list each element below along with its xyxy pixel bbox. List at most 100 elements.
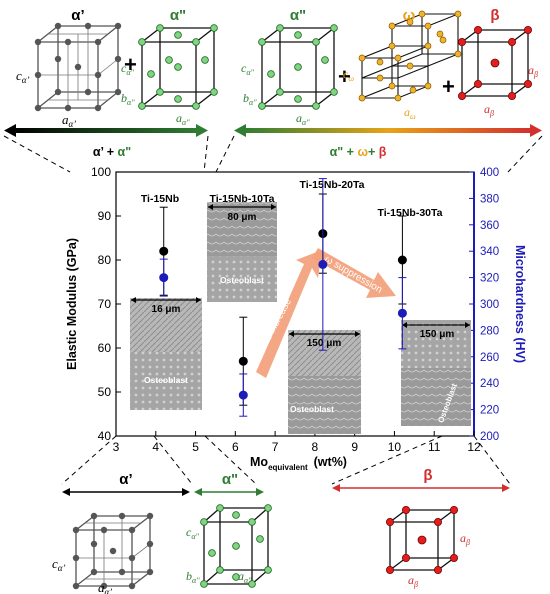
alpha-prime-label-bottom: α’ [119,471,132,488]
y2-tick-label: 320 [480,273,499,285]
y2-tick-label: 280 [480,325,499,337]
y-tick-label: 40 [98,429,112,443]
alloy-label-ti15nb20ta: Ti-15Nb-20Ta [300,179,365,191]
right-range-arrow [234,124,542,137]
lattice-a-beta-top-bottom: aβ [484,102,494,118]
connector-lines-top [3,135,543,173]
data-point [397,255,407,265]
y2-tick-label: 340 [480,246,499,258]
osteoblast-caption-3: Osteoblast [290,404,334,414]
data-point [159,246,169,256]
x-tick-label: 10 [388,440,402,454]
lattice-c-alpha-prime-bottom: cα’ [52,556,66,573]
lattice-c-alpha-prime-top: cα’ [16,68,30,85]
x-tick-label: 12 [467,440,481,454]
alpha-prime-label-top: α’ [71,7,84,24]
alloy-label-ti15nb10ta: Ti-15Nb-10Ta [210,193,275,205]
y2-tick-label: 220 [480,405,499,417]
right-range-label: α" + ω+ β [330,145,387,159]
lattice-c-alpha-dprime-top-left: cα" [121,61,135,77]
micrograph-ti15nb20ta: 150 μm Osteoblast [288,330,361,434]
x-tick-label: 7 [272,440,279,454]
alpha-prime-cell-bottom [72,512,154,590]
beta-range-bottom [332,484,510,492]
connector-lines-bottom [61,435,511,485]
x-tick-label: 4 [152,440,159,454]
x-tick-label: 3 [113,440,120,454]
osteoblast-caption-1: Osteoblast [144,375,188,385]
micrograph-ti15nb30ta: 150 μm Osteoblast [401,320,471,426]
y2-tick-label: 400 [480,167,499,179]
beta-cell-top [457,25,533,101]
alpha-prime-cell-top [34,22,122,112]
micrograph-ti15nb10ta: 80 μm Osteoblast [207,202,277,302]
left-range-label: α’ + α" [93,145,131,159]
alpha-dprime-label-top-left: α" [170,7,186,24]
lattice-a-beta-top-right: aβ [528,63,538,79]
plus-sign-2: + [338,64,351,89]
y2-ticks: 200 220 240 260 280 300 320 340 360 380 400 [469,167,499,443]
alpha-dprime-cell-top-left [138,24,218,110]
x-tick-label: 8 [312,440,319,454]
alpha-dprime-label-bottom: α" [222,471,238,488]
plus-sign-1: + [124,52,137,77]
lattice-c-omega-top: cω [343,67,354,83]
y-tick-label: 70 [98,297,112,311]
x-ticks: 3 4 5 6 7 8 9 10 11 12 [113,431,481,454]
y-tick-label: 50 [98,385,112,399]
y2-tick-label: 240 [480,378,499,390]
y-tick-label: 80 [98,253,112,267]
alpha-prime-range-bottom [62,488,190,496]
lattice-a-omega-top: aω [404,105,416,121]
y2-tick-label: 300 [480,299,499,311]
lattice-c-alpha-dprime-bottom: cα" [186,525,200,541]
beta-cell-bottom [385,505,458,575]
beta-label-bottom: β [423,467,432,484]
left-range-arrow [4,124,208,137]
x-tick-label: 5 [192,440,199,454]
lattice-c-alpha-dprime-top-right: cα" [241,61,255,77]
y-ticks: 40 50 60 70 80 90 100 [91,165,121,443]
scale-bar-16um: 16 μm [152,304,181,315]
alpha-dprime-cell-bottom [200,504,272,588]
y-tick-label: 100 [91,165,111,179]
lattice-a-alpha-prime-top: aα’ [62,112,76,129]
scale-bar-150um-2: 150 μm [420,329,455,340]
omega-label-top: ω [403,7,416,24]
lattice-a-alpha-prime-bottom: aα’ [98,580,112,594]
lattice-b-alpha-dprime-bottom: bα" [186,569,200,585]
data-point [397,308,407,318]
y2-tick-label: 200 [480,431,499,443]
omega-cell-top [358,10,462,102]
alpha-dprime-label-top-right: α" [290,7,306,24]
series-marks [159,178,407,417]
y2-axis-title: Microhardness (HV) [513,245,527,363]
alpha-dprime-cell-top-right [258,24,338,110]
y2-tick-label: 260 [480,352,499,364]
x-tick-label: 9 [351,440,358,454]
y-tick-label: 60 [98,341,112,355]
lattice-a-beta-bottom-bottom: aβ [408,573,418,589]
data-point [238,356,248,366]
data-point [238,390,248,400]
lattice-a-alpha-dprime-top-right: aα" [296,111,310,127]
osteoblast-caption-2: Osteoblast [220,275,264,285]
y-axis-title: Elastic Modulus (GPa) [65,238,79,370]
y-tick-label: 90 [98,209,112,223]
plus-sign-3: + [442,74,455,99]
alloy-label-ti15nb30ta: Ti-15Nb-30Ta [378,207,443,219]
data-point [318,259,328,269]
data-point [159,273,169,283]
lattice-a-alpha-dprime-bottom: aα" [238,569,252,585]
alpha-dprime-range-bottom [194,488,264,496]
lattice-a-alpha-dprime-top-left: aα" [176,111,190,127]
scale-bar-80um: 80 μm [228,212,257,223]
x-tick-label: 11 [428,440,441,454]
lattice-a-beta-bottom-right: aβ [460,531,470,547]
micrograph-ti15nb: 16 μm Osteoblast [130,297,202,410]
y2-tick-label: 380 [480,193,499,205]
scale-bar-150um-1: 150 μm [307,338,342,349]
x-axis-title: Moequivalent (wt%) [250,455,347,472]
